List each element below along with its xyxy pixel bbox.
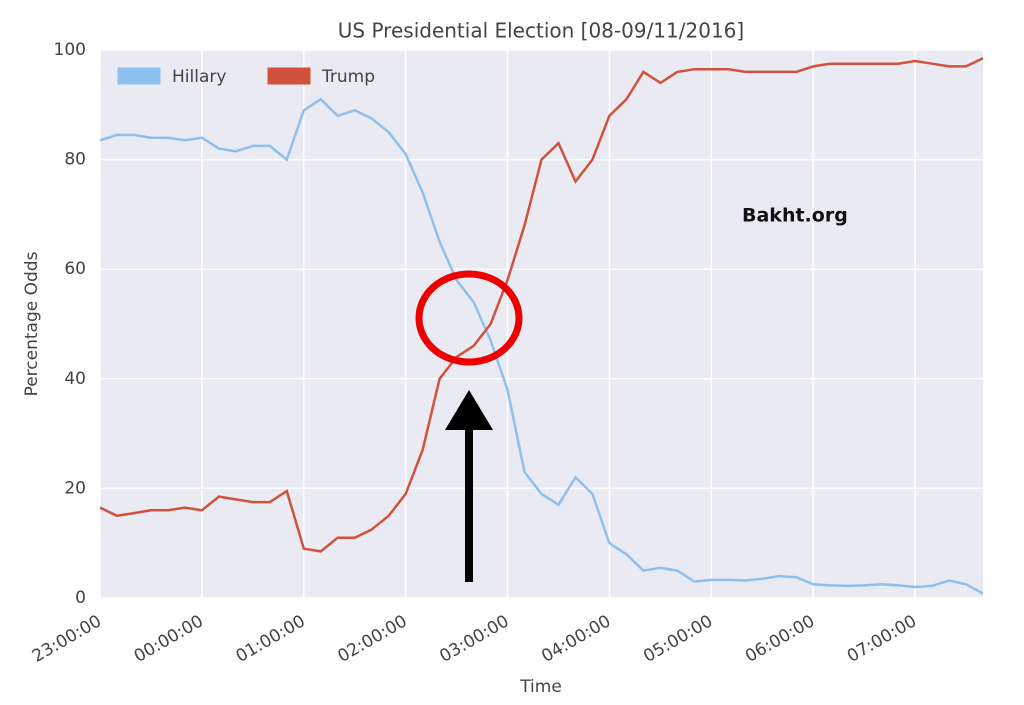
x-tick-label: 07:00:00: [844, 611, 920, 667]
plot-area: [100, 50, 983, 598]
y-tick-label: 0: [75, 588, 86, 608]
series-line: [99, 97, 984, 595]
y-axis-label: Percentage Odds: [22, 251, 42, 396]
x-tick-label: 06:00:00: [742, 611, 818, 667]
y-tick-label: 80: [64, 150, 86, 170]
y-tick-label: 20: [64, 478, 86, 498]
lines: [99, 57, 984, 595]
chart-title: US Presidential Election [08-09/11/2016]: [338, 19, 744, 43]
y-tick-label: 40: [64, 369, 86, 389]
annotation: Bakht.org: [742, 205, 848, 227]
y-tick-label: 60: [64, 259, 86, 279]
x-tick-label: 02:00:00: [335, 611, 411, 667]
y-tick-label: 100: [54, 40, 86, 60]
legend-label: Hillary: [172, 67, 226, 87]
legend: Hillary Trump: [117, 67, 375, 87]
highlight-circle: [415, 270, 523, 366]
legend-label: Trump: [321, 67, 375, 87]
arrow-head: [445, 390, 493, 430]
x-tick-label: 23:00:00: [29, 611, 105, 667]
x-tick-label: 05:00:00: [640, 611, 716, 667]
legend-swatch: [117, 67, 161, 85]
series-line: [99, 57, 984, 553]
x-tick-label: 01:00:00: [233, 611, 309, 667]
x-tick-label: 04:00:00: [538, 611, 614, 667]
x-tick-label: 03:00:00: [436, 611, 512, 667]
legend-swatch: [267, 67, 311, 85]
x-axis-label: Time: [519, 677, 562, 697]
x-tick-label: 00:00:00: [131, 611, 207, 667]
